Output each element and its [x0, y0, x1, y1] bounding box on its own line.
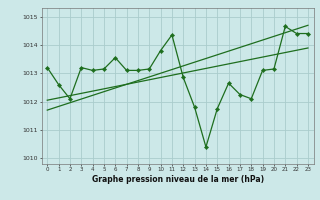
- X-axis label: Graphe pression niveau de la mer (hPa): Graphe pression niveau de la mer (hPa): [92, 175, 264, 184]
